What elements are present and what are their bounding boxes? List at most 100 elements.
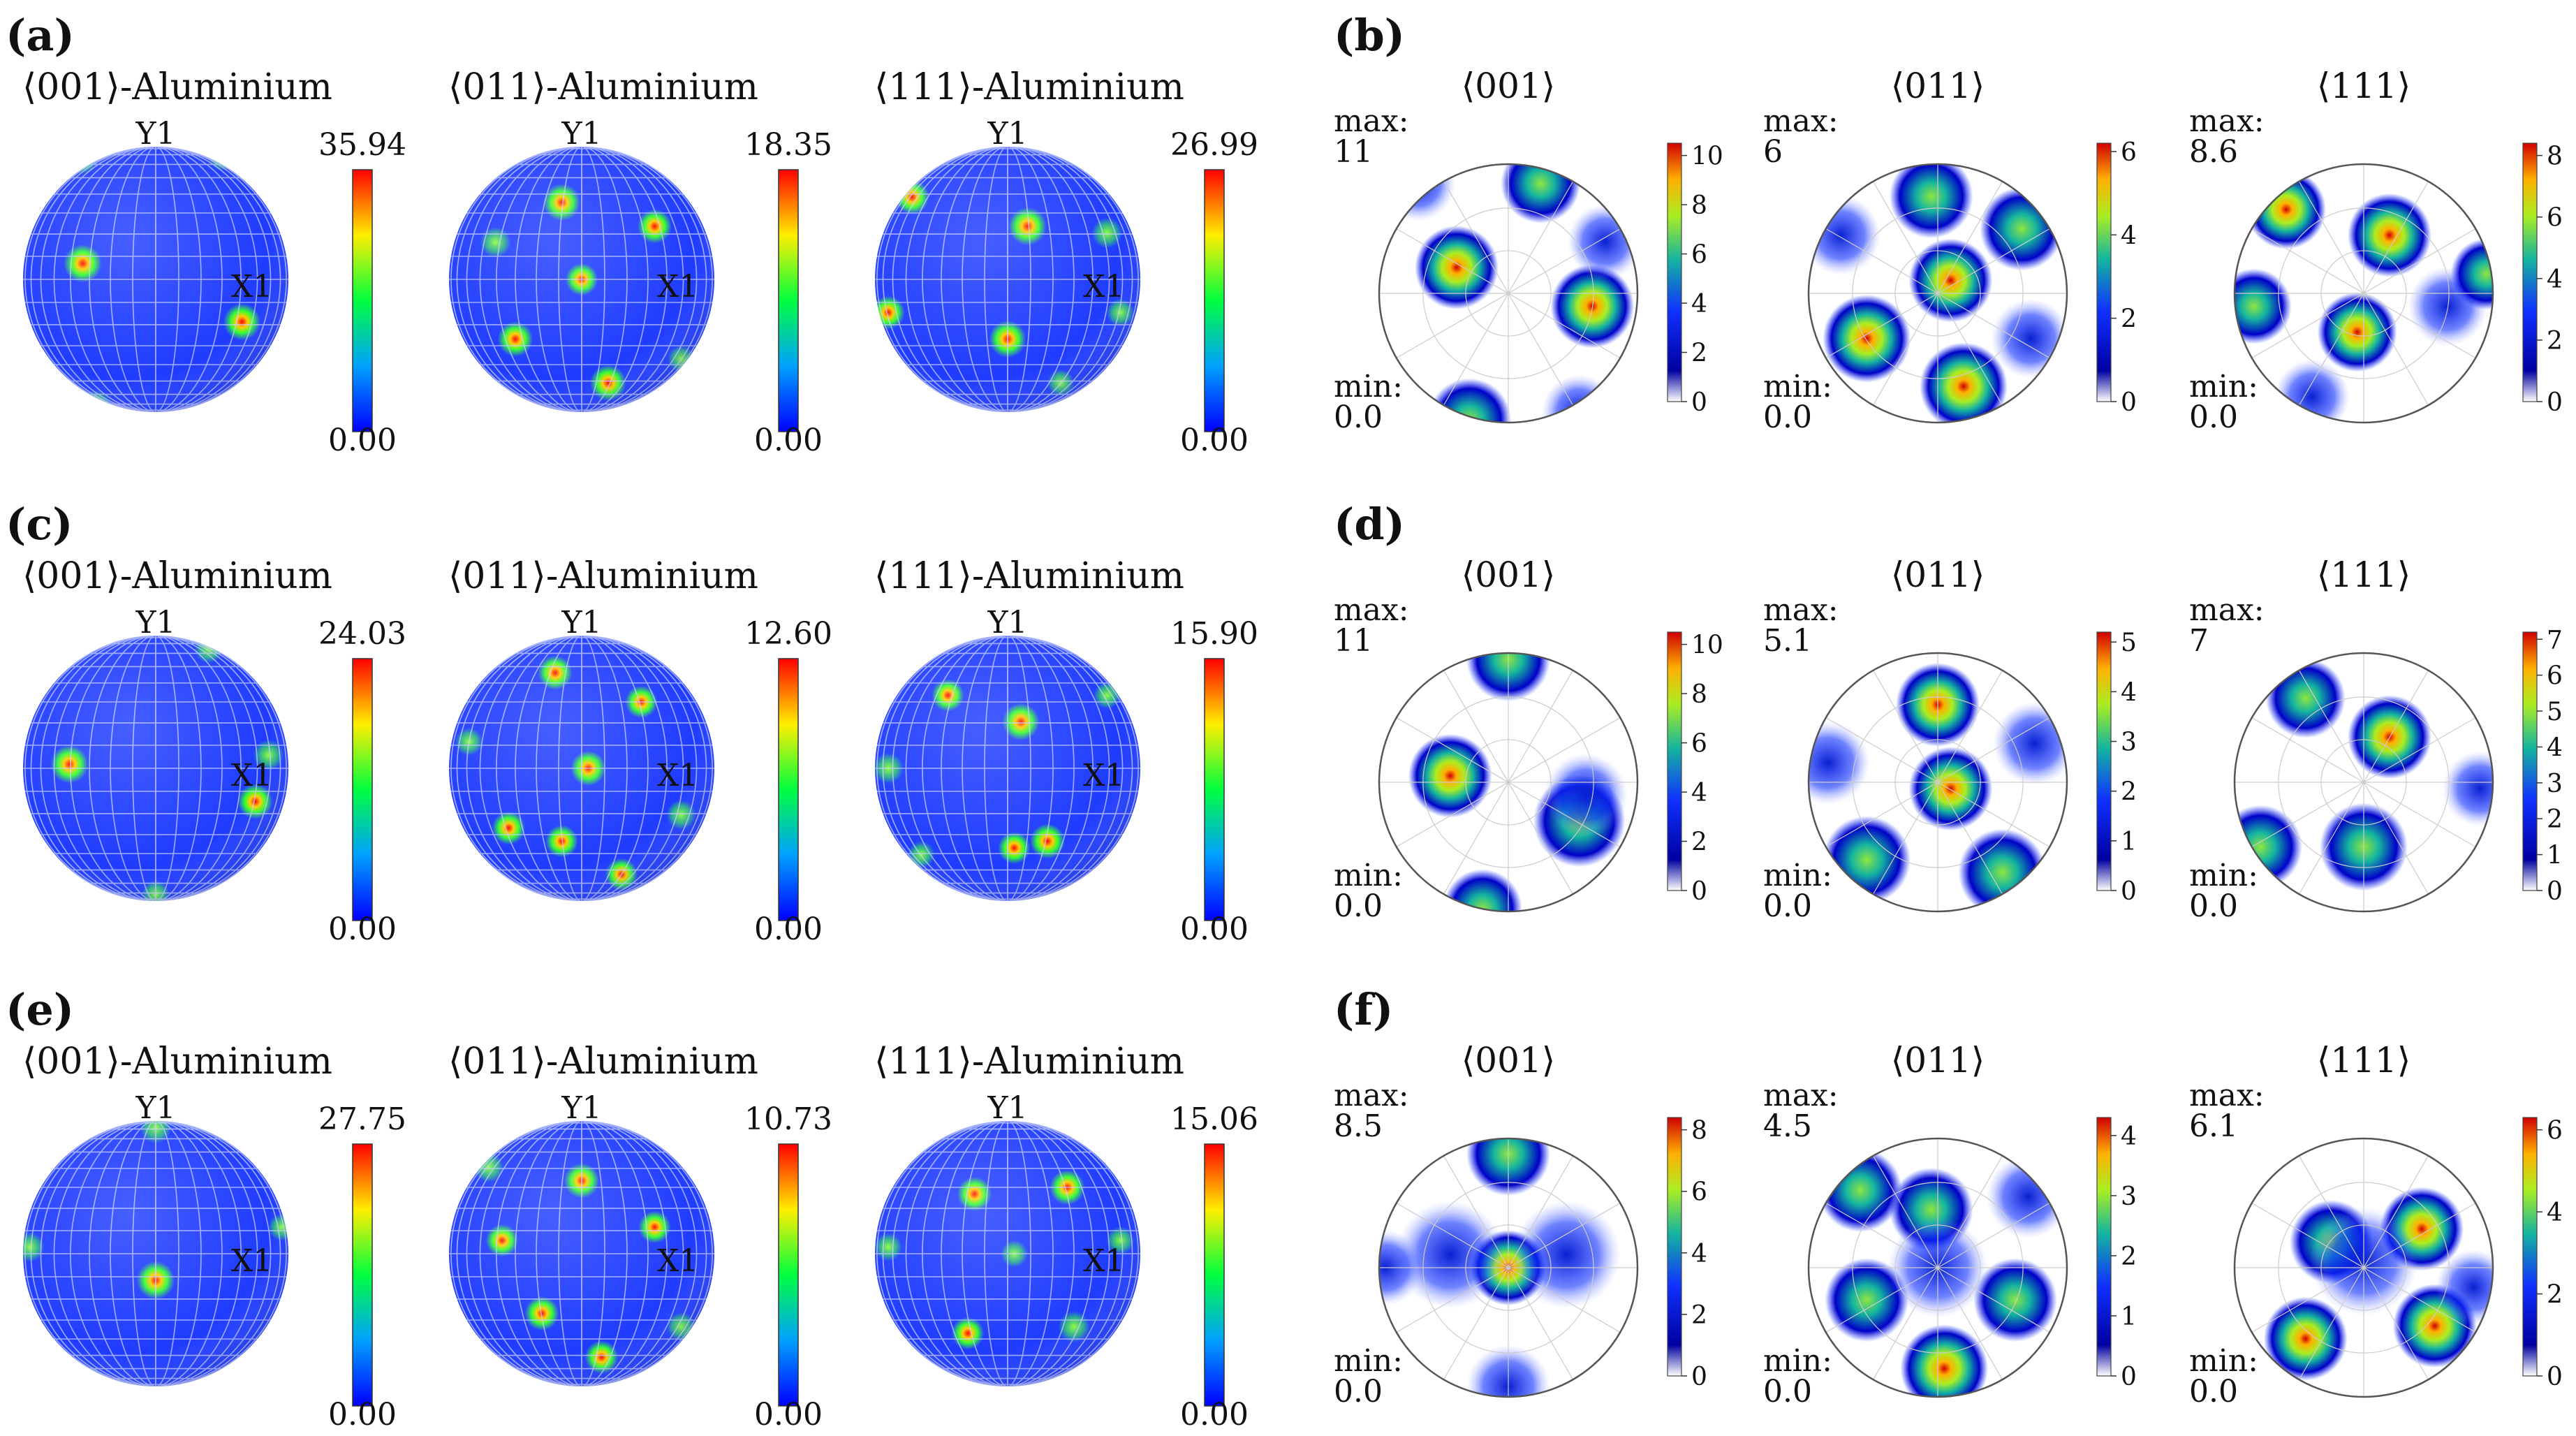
panel-label-left: (c) [6,499,73,550]
pole-boundary [1807,1137,2068,1398]
min-label: min: [1763,369,1832,404]
pole-boundary [2233,1137,2494,1398]
density-spot [1973,1258,2057,1342]
density-spot [2450,238,2493,310]
pole-boundary [1378,163,1639,424]
colorbar-max: 12.60 [744,616,832,652]
colorbar [1204,658,1225,921]
density-spots [1809,164,2067,423]
colorbar-tick-label: 0 [2547,877,2563,906]
min-label: min: [1763,1343,1832,1379]
colorbar-min: 0.00 [1180,911,1249,947]
colorbar-tick-label: 0 [1691,877,1707,906]
axis-y-label: Y1 [135,605,175,640]
max-label: max: [1763,592,1839,628]
colorbar-tick-label: 0 [1691,1363,1707,1391]
colorbar-tick-label: 2 [2547,805,2563,834]
max-value: 5.1 [1763,623,1812,659]
colorbar-max: 26.99 [1170,127,1258,163]
colorbar [1204,1143,1225,1407]
density-spot [1889,164,1973,239]
min-label: min: [2189,1343,2258,1379]
pole-boundary [1378,652,1639,913]
colorbar [2096,142,2112,402]
axis-y-label: Y1 [987,116,1027,152]
min-label: min: [2189,858,2258,893]
min-value: 0.0 [1763,400,1812,435]
max-value: 8.6 [2189,134,2238,170]
polar-grid [1379,164,1637,423]
aluminium-pole-figure-2: ⟨111⟩-Aluminium Y1 X1 15.06 0.00 [874,1041,1258,1433]
pole-figure-0: ⟨001⟩ max:8.5 min:0.0 8 6 4 2 0 [1334,1040,1707,1409]
density-spot [1900,1324,1989,1397]
min-value: 0.0 [1763,888,1812,924]
axis-x-label: X1 [231,1243,272,1279]
globe-shading [875,1121,1140,1386]
pole-figure-1: ⟨011⟩ max:4.5 min:0.0 4 3 2 1 0 [1763,1040,2137,1409]
axis-x-label: X1 [1083,1243,1124,1279]
polar-grid [1379,653,1637,911]
min-value: 0.0 [1334,888,1383,924]
min-label: min: [1334,858,1403,893]
colorbar-tick-label: 4 [1691,290,1707,318]
min-value: 0.0 [1334,400,1383,435]
panel-title: ⟨111⟩-Aluminium [874,66,1184,108]
pole-title: ⟨011⟩ [1891,555,1985,595]
polar-spoke [2251,1202,2476,1333]
colorbar-min: 0.00 [328,911,397,947]
colorbar-tick-label: 2 [2547,1281,2563,1310]
colorbar [2096,1117,2112,1377]
density-spot [1415,226,1499,309]
colorbar-tick-label: 4 [2547,1199,2563,1227]
colorbar-tick-label: 2 [2121,1243,2137,1271]
max-label: max: [1334,1078,1409,1113]
globe-shading [23,636,288,901]
colorbar-min: 0.00 [328,1397,397,1433]
colorbar-tick-label: 8 [2547,142,2563,171]
aluminium-pole-figure-2: ⟨111⟩-Aluminium Y1 X1 15.90 0.00 [874,555,1258,947]
colorbar-tick-label: 7 [2547,626,2563,654]
colorbar-min: 0.00 [1180,1397,1249,1433]
axis-y-label: Y1 [987,1090,1027,1126]
pole-boundary [1807,163,2068,424]
colorbar-tick-label: 2 [1691,828,1707,857]
colorbar-tick-label: 4 [2547,733,2563,762]
colorbar-max: 27.75 [318,1101,406,1137]
colorbar [1204,169,1225,432]
polar-grid [1379,1138,1637,1397]
axis-x-label: X1 [1083,269,1124,305]
max-label: max: [2189,1078,2265,1113]
min-label: min: [2189,369,2258,404]
colorbar-tick-label: 0 [2121,1363,2137,1391]
max-value: 11 [1334,134,1373,170]
colorbar-tick-label: 3 [2121,728,2137,757]
pole-boundary [2233,163,2494,424]
colorbar-tick-label: 0 [2547,1363,2563,1391]
colorbar-tick-label: 8 [1691,1117,1707,1145]
axis-x-label: X1 [231,269,272,305]
pole-title: ⟨111⟩ [2317,1040,2411,1080]
colorbar-tick-label: 2 [2121,305,2137,334]
colorbar-max: 15.90 [1170,616,1258,652]
colorbar-min: 0.00 [754,911,823,947]
min-value: 0.0 [1763,1374,1812,1409]
panel-title: ⟨011⟩-Aluminium [448,1041,758,1083]
panel-title: ⟨111⟩-Aluminium [874,1041,1184,1083]
globe-shading [449,147,714,412]
colorbar-min: 0.00 [754,423,823,458]
axis-y-label: Y1 [561,116,601,152]
colorbar-tick-label: 4 [2547,265,2563,294]
pole-boundary [2233,652,2494,913]
panel-label-right: (b) [1334,10,1405,61]
density-spot [2317,292,2397,372]
max-value: 11 [1334,623,1373,659]
panel-label-left: (e) [6,984,74,1035]
colorbar-tick-label: 6 [2547,1117,2563,1145]
colorbar-min: 0.00 [328,423,397,458]
density-spot [1818,1148,1902,1232]
colorbar-tick-label: 2 [1691,1301,1707,1330]
density-spot [1920,342,2008,423]
colorbar [2096,631,2112,891]
colorbar-tick-label: 1 [2121,828,2137,856]
density-spot [1512,1200,1621,1310]
